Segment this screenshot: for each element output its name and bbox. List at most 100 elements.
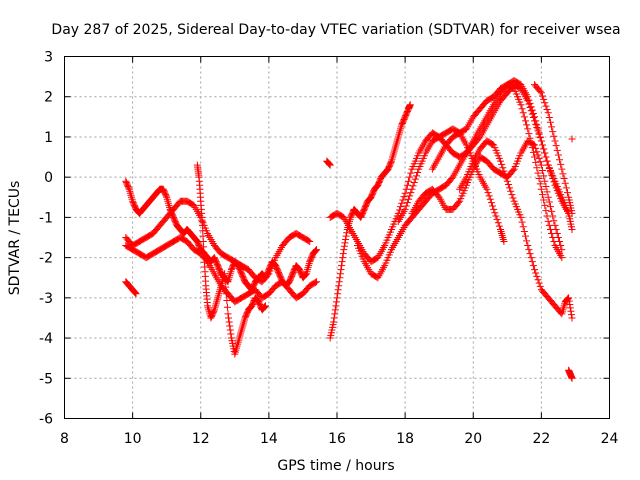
data-point: [407, 189, 415, 197]
data-point: [491, 209, 499, 217]
y-tick-label: 3: [44, 50, 53, 66]
series-arc-e: [193, 161, 269, 358]
data-point: [531, 113, 539, 121]
y-tick-label: 1: [44, 130, 53, 146]
data-point: [553, 229, 561, 237]
data-point: [225, 314, 233, 322]
data-point: [532, 144, 540, 152]
data-point: [313, 246, 321, 254]
data-point: [132, 290, 140, 298]
x-tick-label: 16: [328, 431, 346, 447]
x-tick-label: 24: [601, 431, 619, 447]
data-point: [502, 174, 510, 182]
series-arc-b: [122, 197, 314, 286]
data-point: [330, 314, 338, 322]
data-point: [536, 180, 544, 188]
data-point: [540, 172, 548, 180]
y-tick-label: -5: [39, 371, 53, 387]
data-point: [546, 118, 554, 126]
chart-title: Day 287 of 2025, Sidereal Day-to-day VTE…: [51, 22, 620, 38]
data-point: [335, 278, 343, 286]
data-point: [311, 278, 319, 286]
data-point: [540, 196, 548, 204]
data-point: [552, 225, 560, 233]
data-point: [545, 198, 553, 206]
data-point: [542, 207, 550, 215]
data-point: [556, 156, 564, 164]
data-point: [221, 270, 229, 278]
data-point: [408, 185, 416, 193]
data-point: [405, 177, 413, 185]
data-point: [520, 113, 528, 121]
data-point: [557, 160, 565, 168]
data-point: [561, 179, 569, 187]
data-point: [568, 135, 576, 143]
data-point: [401, 189, 409, 197]
data-point: [562, 184, 570, 192]
data-point: [537, 185, 545, 193]
data-point: [549, 128, 557, 136]
data-point: [568, 374, 576, 382]
data-point: [554, 151, 562, 159]
data-point: [548, 123, 556, 131]
data-point: [540, 95, 548, 103]
data-point: [556, 238, 564, 246]
data-point: [332, 302, 340, 310]
data-point: [398, 199, 406, 207]
data-point: [533, 164, 541, 172]
y-axis-label: SDTVAR / TECUs: [7, 181, 23, 296]
data-point: [546, 203, 554, 211]
series-arc-k: [408, 137, 566, 254]
x-axis-label: GPS time / hours: [277, 458, 394, 474]
x-tick-label: 12: [192, 431, 210, 447]
data-point: [565, 294, 573, 302]
data-point: [387, 158, 395, 166]
data-point: [529, 148, 537, 156]
data-point: [529, 109, 537, 117]
data-point: [331, 306, 339, 314]
data-point: [517, 101, 525, 109]
data-point: [495, 222, 503, 230]
data-point: [331, 310, 339, 318]
data-point: [509, 166, 517, 174]
series-arc-d: [122, 278, 140, 298]
data-point: [517, 213, 525, 221]
data-point: [223, 303, 231, 311]
data-point: [261, 303, 269, 311]
data-point: [509, 194, 517, 202]
data-point: [532, 269, 540, 277]
series-arc-f: [323, 157, 334, 169]
data-point: [541, 201, 549, 209]
data-point: [226, 326, 234, 334]
data-point: [313, 278, 321, 286]
data-point: [326, 161, 334, 169]
data-point: [131, 288, 139, 296]
data-point: [523, 121, 531, 129]
data-point: [527, 254, 535, 262]
data-point: [338, 258, 346, 266]
data-point: [454, 199, 462, 207]
data-point: [210, 307, 218, 315]
data-point: [325, 160, 333, 168]
data-point: [534, 125, 542, 133]
data-point: [524, 93, 532, 101]
data-point: [528, 106, 536, 114]
y-tick-label: -2: [39, 251, 53, 267]
data-point: [264, 271, 272, 279]
data-point: [221, 276, 229, 284]
data-point: [535, 279, 543, 287]
data-point: [306, 238, 314, 246]
y-tick-label: -3: [39, 291, 53, 307]
data-point: [535, 175, 543, 183]
data-point: [499, 164, 507, 172]
data-point: [545, 114, 553, 122]
data-point: [340, 242, 348, 250]
data-point: [497, 157, 504, 165]
data-point: [492, 212, 500, 220]
data-point: [537, 161, 545, 169]
data-point: [535, 154, 543, 162]
data-point: [524, 125, 532, 133]
data-point: [484, 189, 492, 197]
data-point: [553, 146, 561, 154]
